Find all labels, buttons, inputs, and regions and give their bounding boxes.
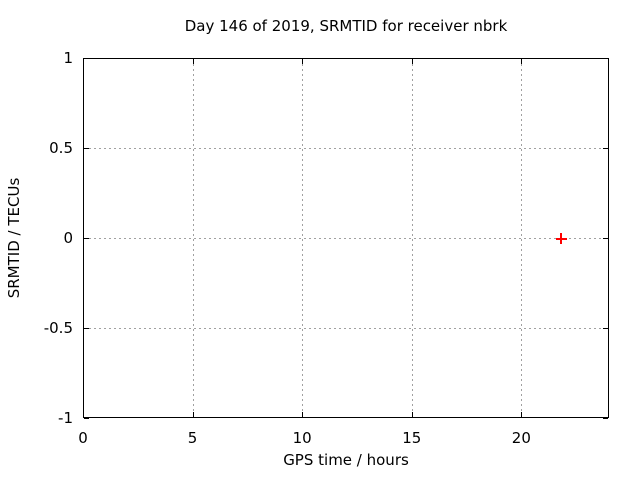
y-tick-label: 1 <box>63 49 73 67</box>
y-tick-right <box>603 58 608 59</box>
y-tick-right <box>603 148 608 149</box>
y-tick-left <box>84 58 89 59</box>
y-tick-right <box>603 238 608 239</box>
x-tick-label: 20 <box>511 429 531 447</box>
gridline-horizontal <box>84 328 608 329</box>
gridline-horizontal <box>84 238 608 239</box>
data-point-marker <box>555 233 567 244</box>
y-tick-label: 0 <box>63 229 73 247</box>
x-tick-label: 0 <box>78 429 88 447</box>
x-tick-label: 5 <box>187 429 198 447</box>
x-tick-top <box>411 59 413 64</box>
y-tick-left <box>84 418 89 419</box>
plot-area <box>83 58 609 419</box>
chart-title: Day 146 of 2019, SRMTID for receiver nbr… <box>184 17 508 35</box>
x-axis-title: GPS time / hours <box>283 451 409 469</box>
x-tick-top <box>83 59 84 64</box>
x-tick-label: 10 <box>292 429 312 447</box>
x-tick-label: 15 <box>402 429 422 447</box>
x-tick-bottom <box>192 412 194 417</box>
gridline-horizontal <box>84 148 608 149</box>
y-tick-label: -1 <box>58 409 73 427</box>
x-tick-top <box>521 59 523 64</box>
y-tick-left <box>84 328 89 329</box>
y-tick-left <box>84 238 89 239</box>
x-tick-bottom <box>521 412 523 417</box>
x-tick-bottom <box>411 412 413 417</box>
x-tick-bottom <box>302 412 304 417</box>
y-tick-right <box>603 418 608 419</box>
y-tick-left <box>84 148 89 149</box>
x-tick-top <box>302 59 304 64</box>
y-tick-label: -0.5 <box>43 319 73 337</box>
x-tick-top <box>192 59 194 64</box>
x-tick-bottom <box>83 412 84 417</box>
y-tick-label: 0.5 <box>49 139 73 157</box>
y-tick-right <box>603 328 608 329</box>
